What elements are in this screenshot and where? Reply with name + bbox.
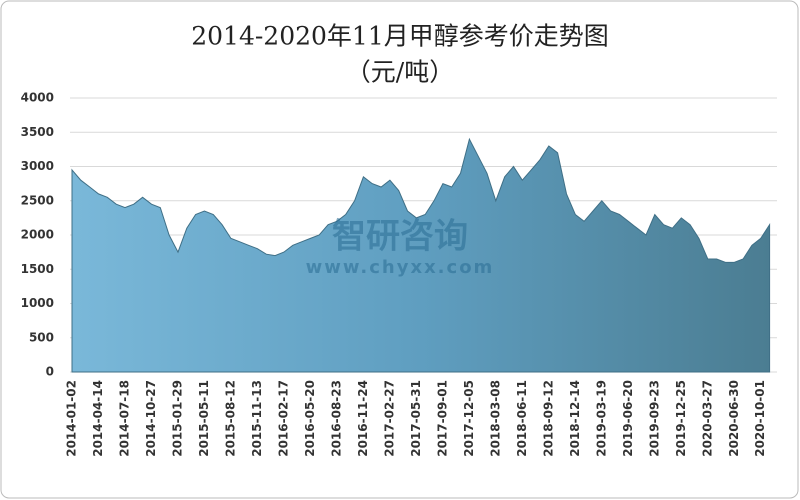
x-tick-label: 2016-05-20 [303, 380, 317, 457]
y-tick-label: 1500 [21, 262, 54, 276]
x-tick-label: 2015-08-12 [223, 380, 237, 457]
x-tick-label: 2017-09-01 [435, 380, 449, 457]
area [71, 137, 771, 373]
chart-subtitle: （元/吨） [346, 58, 454, 87]
x-tick-label: 2018-03-08 [488, 380, 502, 457]
y-tick-label: 3500 [21, 125, 54, 139]
watermark: 智研咨询 [332, 217, 468, 257]
y-tick-label: 0 [46, 365, 54, 379]
x-tick-label: 2014-04-14 [91, 380, 105, 457]
watermark: www.chyxx.com [306, 257, 495, 278]
x-tick-label: 2016-08-23 [329, 380, 343, 457]
x-tick-label: 2016-02-17 [276, 380, 290, 457]
x-tick-label: 2018-06-11 [515, 380, 529, 457]
y-tick-label: 2500 [21, 193, 54, 207]
x-tick-label: 2015-01-29 [170, 380, 184, 457]
x-tick-label: 2018-09-12 [541, 380, 555, 457]
x-tick-label: 2019-03-19 [594, 380, 608, 457]
x-tick-label: 2017-02-27 [382, 380, 396, 457]
x-tick-label: 2020-06-30 [727, 380, 741, 457]
x-tick-label: 2016-11-24 [356, 380, 370, 457]
x-tick-label: 2020-10-01 [753, 380, 767, 457]
y-tick-label: 500 [29, 330, 54, 344]
x-tick-label: 2019-09-23 [647, 380, 661, 457]
x-tick-label: 2019-06-20 [621, 380, 635, 457]
x-tick-label: 2017-12-05 [462, 380, 476, 457]
x-tick-label: 2014-01-02 [65, 380, 79, 457]
x-tick-label: 2014-07-18 [117, 380, 131, 457]
y-tick-label: 2000 [21, 228, 54, 242]
chart-title: 2014-2020年11月甲醇参考价走势图 [191, 22, 609, 51]
x-tick-label: 2014-10-27 [144, 380, 158, 457]
x-tick-label: 2020-03-27 [700, 380, 714, 457]
x-tick-label: 2019-12-25 [674, 380, 688, 457]
x-tick-label: 2015-11-13 [250, 380, 264, 457]
x-tick-label: 2018-12-14 [568, 380, 582, 457]
y-tick-label: 1000 [21, 296, 54, 310]
x-tick-label: 2015-05-11 [197, 380, 211, 457]
y-tick-label: 4000 [21, 91, 54, 105]
x-tick-label: 2017-05-31 [409, 380, 423, 457]
y-tick-label: 3000 [21, 159, 54, 173]
